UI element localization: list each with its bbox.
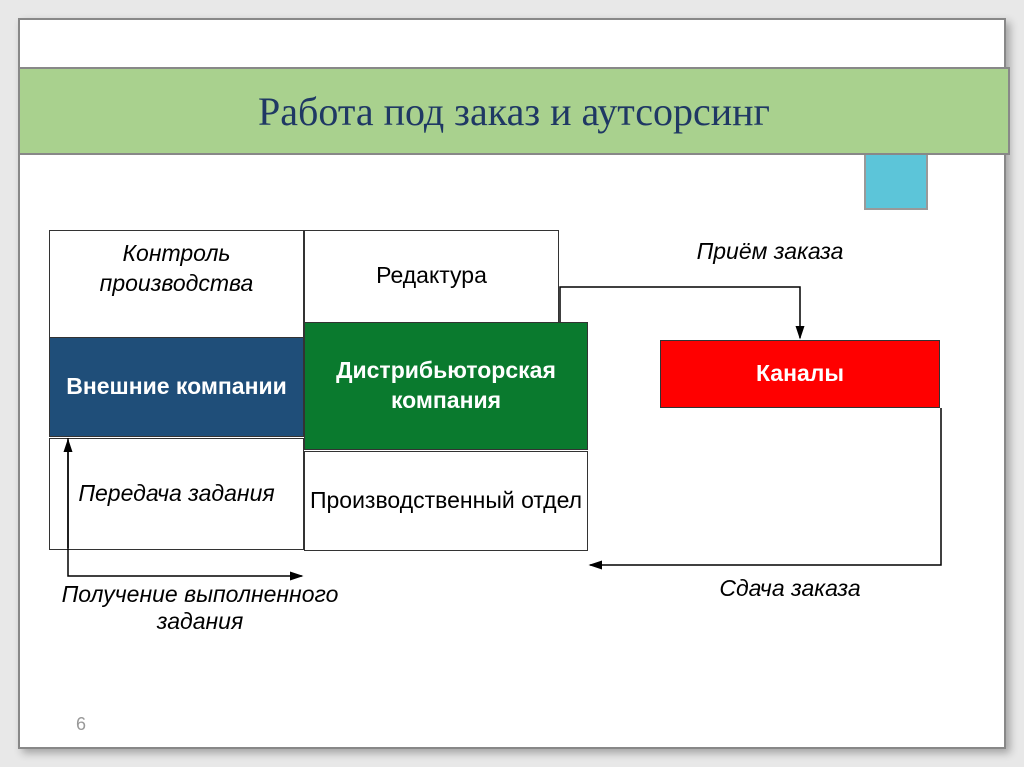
node-production: Производственный отдел: [304, 451, 588, 551]
node-external: Внешние компании: [49, 337, 304, 437]
node-transfer: Передача задания: [49, 438, 304, 550]
node-transfer-label: Передача задания: [78, 479, 274, 509]
node-control: Контроль производства: [49, 230, 304, 338]
arrow-order-receive: [560, 287, 800, 338]
node-distributor-label: Дистрибьюторская компания: [305, 356, 587, 416]
title-bar: Работа под заказ и аутсорсинг: [18, 67, 1010, 155]
slide-frame: Работа под заказ и аутсорсинг Контроль п…: [18, 18, 1006, 749]
slide-title: Работа под заказ и аутсорсинг: [258, 88, 770, 135]
arrow-order-delivery: [590, 408, 941, 565]
node-channels-label: Каналы: [756, 359, 844, 389]
node-distributor: Дистрибьюторская компания: [304, 322, 588, 450]
node-control-label: Контроль производства: [50, 239, 303, 299]
edge-label-receive: Приём заказа: [630, 238, 910, 265]
node-production-label: Производственный отдел: [310, 486, 582, 516]
edge-label-return: Получение выполненного задания: [50, 581, 350, 635]
edge-label-delivery: Сдача заказа: [650, 575, 930, 602]
node-channels: Каналы: [660, 340, 940, 408]
slide-number: 6: [76, 714, 86, 735]
node-editing-label: Редактура: [376, 261, 487, 291]
node-external-label: Внешние компании: [66, 372, 287, 402]
